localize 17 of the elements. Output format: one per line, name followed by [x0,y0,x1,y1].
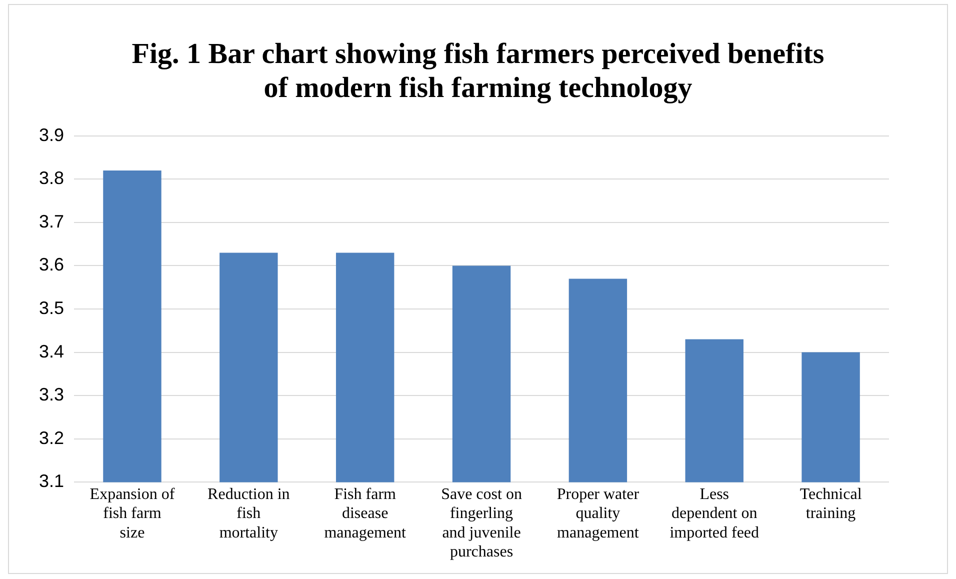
x-tick-label: Less dependent on imported feed [670,486,760,542]
y-tick-label: 3.5 [38,298,64,318]
x-tick-label: Technical training [800,486,862,522]
x-tick-label: Proper water quality management [556,486,640,542]
y-tick-label: 3.7 [38,211,64,232]
y-tick-label: 3.6 [38,254,64,275]
y-tick-label: 3.1 [38,471,64,492]
y-tick-label: 3.3 [38,384,64,405]
y-tick-label: 3.9 [38,124,64,145]
y-tick-label: 3.4 [38,341,64,362]
x-tick-label: Fish farm disease management [324,486,407,542]
y-tick-label: 3.2 [38,428,64,448]
y-tick-label: 3.8 [38,168,64,188]
chart-title: Fig. 1 Bar chart showing fish farmers perceived benefits of modern fish farming technology [130,37,826,105]
x-tick-label: Save cost on fingerling and juvenile purchases [441,486,522,561]
x-tick-label: Reduction in fish mortality [208,486,290,542]
x-tick-label: Expansion of fish farm size [90,486,176,542]
